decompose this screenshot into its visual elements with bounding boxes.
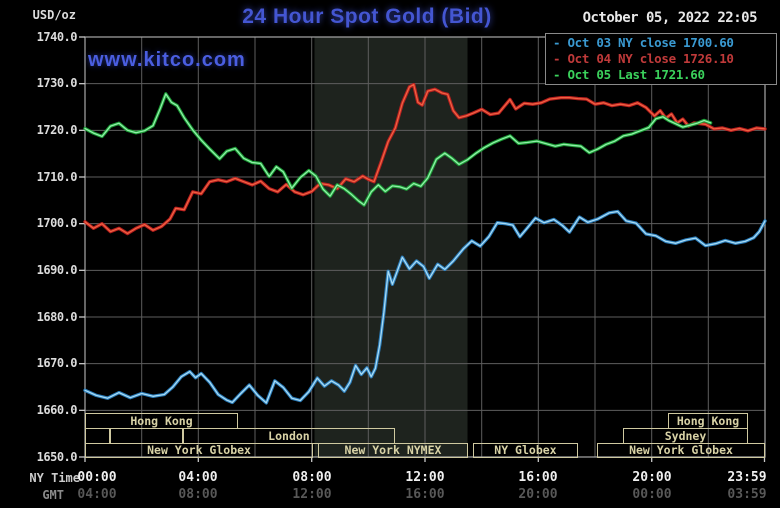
gmt-tick: 12:00 [292,487,332,502]
session-box-london: London [183,428,395,444]
y-axis-label: 1700.0 [36,216,78,231]
y-axis-label: 1690.0 [36,262,78,277]
y-axis-label: 1730.0 [36,76,78,91]
ny-time-axis-label: NY Time [29,471,80,485]
session-box-ny-globex: NY Globex [472,443,578,458]
legend-item: - Oct 03 NY close 1700.60 [553,35,734,50]
ny-time-tick: 20:00 [632,470,672,485]
gmt-tick: 04:00 [77,487,117,502]
legend-box: - Oct 03 NY close 1700.60- Oct 04 NY clo… [545,33,777,85]
y-axis-label: 1740.0 [36,29,78,44]
y-axis-label: 1720.0 [36,122,78,137]
y-axis-label: 1650.0 [36,449,78,464]
gmt-tick: 08:00 [178,487,218,502]
session-box-new-york-globex: New York Globex [597,443,765,458]
chart-title: 24 Hour Spot Gold (Bid) [242,5,492,28]
legend-item: - Oct 05 Last 1721.60 [553,67,705,82]
y-axis-units-label: USD/oz [32,8,76,22]
y-axis-label: 1660.0 [36,402,78,417]
y-axis-label: 1710.0 [36,169,78,184]
oct03-line-core [84,210,766,404]
gmt-tick: 00:00 [632,487,672,502]
session-box-new-york-nymex: New York NYMEX [317,443,469,458]
gmt-tick: 16:00 [405,487,445,502]
session-box-new-york-globex: New York Globex [85,443,314,458]
gmt-axis-label: GMT [42,488,64,502]
nymex-session-shading [314,37,468,457]
ny-time-tick: 16:00 [518,470,558,485]
y-axis-label: 1680.0 [36,309,78,324]
legend-item: - Oct 04 NY close 1726.10 [553,51,734,66]
ny-time-tick: 00:00 [77,470,117,485]
session-box-sydney: Sydney [623,428,748,444]
ny-time-tick: 08:00 [292,470,332,485]
ny-time-tick: 12:00 [405,470,445,485]
gmt-tick: 20:00 [518,487,558,502]
oct05-line-core [84,93,712,206]
ny-time-tick: 23:59 [727,470,767,485]
session-box-unlabeled [109,428,183,444]
session-box-hong-kong: Hong Kong [668,413,748,429]
session-box-unlabeled [85,428,110,444]
session-box-hong-kong: Hong Kong [85,413,238,429]
oct04-line-core [84,83,766,235]
kitco-watermark: www.kitco.com [88,49,246,71]
ny-time-tick: 04:00 [178,470,218,485]
gmt-tick: 03:59 [727,487,767,502]
y-axis-label: 1670.0 [36,356,78,371]
chart-datetime: October 05, 2022 22:05 [582,10,758,26]
